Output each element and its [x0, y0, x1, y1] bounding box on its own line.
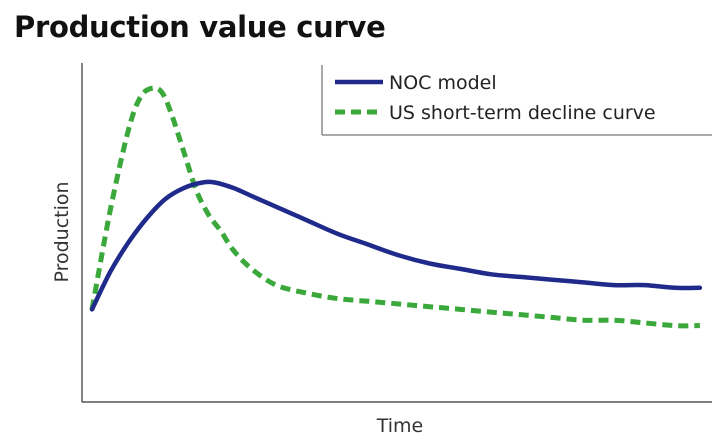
series-line-noc-model [89, 179, 703, 312]
x-axis-label: Time [376, 415, 424, 437]
chart-title: Production value curve [14, 10, 386, 44]
legend-label-us-short-term-decline-curve: US short-term decline curve [389, 102, 656, 124]
legend-label-noc-model: NOC model [389, 72, 497, 94]
legend: NOC model US short-term decline curve [321, 65, 712, 136]
y-axis-label: Production [51, 181, 73, 282]
series-line-us-short-term-decline-curve [89, 85, 700, 329]
